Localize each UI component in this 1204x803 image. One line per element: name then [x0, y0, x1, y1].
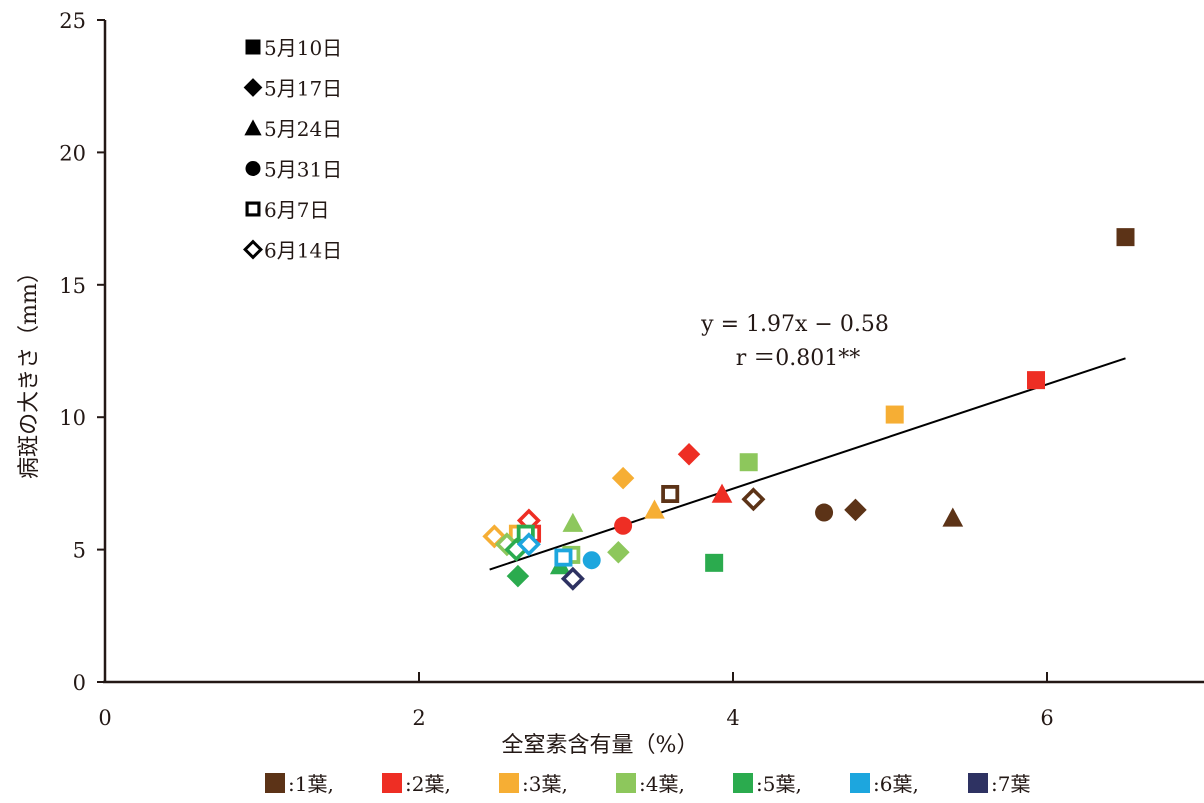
y-ticks: 0 5 10 15 20 25: [59, 9, 105, 695]
data-point-leaf1-square-open: [661, 484, 680, 503]
y-tick-label: 15: [59, 274, 86, 298]
data-point-leaf3-diamond: [611, 466, 635, 490]
y-tick-label: 25: [59, 9, 86, 33]
date-legend: 5月10日 5月17日 5月24日 5月31日 6月7日 6月14日: [243, 36, 342, 263]
legend-color-swatch: [265, 773, 285, 793]
data-point-leaf6-diamond-open: [516, 532, 541, 557]
data-point-leaf6-circle: [582, 551, 601, 570]
legend-marker-diamond: [243, 78, 263, 97]
regression-r-value: r ＝0.801**: [736, 346, 861, 371]
legend-leaf-label: :2葉,: [405, 772, 451, 796]
data-point-leaf1-diamond-open: [741, 487, 766, 512]
legend-color-swatch: [733, 773, 753, 793]
y-tick-label: 20: [59, 141, 86, 165]
x-axis-title: 全窒素含有量（%）: [502, 733, 699, 758]
data-point-leaf5-square: [705, 553, 724, 572]
y-tick-label: 10: [59, 406, 86, 430]
legend-leaf-label: :7葉: [991, 772, 1030, 796]
legend-date-label: 5月24日: [264, 117, 342, 141]
data-point-leaf4-square: [739, 453, 758, 472]
data-point-leaf1-triangle: [942, 507, 964, 527]
legend-color-swatch: [850, 773, 870, 793]
data-point-leaf1-circle: [815, 503, 834, 522]
y-axis-title: 病斑の大きさ（mm）: [17, 261, 42, 479]
x-ticks: 0 2 4 6: [98, 672, 1054, 730]
data-point-leaf3-square: [885, 405, 904, 424]
legend-leaf-label: :3葉,: [522, 772, 568, 796]
legend-marker-triangle: [244, 119, 262, 136]
data-point-leaf2-triangle: [711, 483, 733, 503]
legend-date-label: 6月7日: [264, 198, 329, 222]
data-point-leaf4-triangle: [562, 512, 584, 532]
legend-marker-square-open: [245, 201, 261, 217]
regression-line: [489, 357, 1126, 571]
data-point-leaf2-circle: [614, 516, 633, 535]
leaf-legend: :1葉, :2葉, :3葉, :4葉, :5葉, :6葉, :7葉: [265, 772, 1030, 796]
legend-color-swatch: [968, 773, 988, 793]
y-tick-label: 5: [73, 539, 86, 563]
data-point-leaf4-diamond: [607, 540, 630, 564]
legend-color-swatch: [382, 773, 402, 793]
data-point-leaf7-diamond-open: [560, 566, 585, 591]
legend-marker-circle: [245, 161, 261, 176]
legend-leaf-label: :5葉,: [756, 772, 802, 796]
legend-leaf-label: :4葉,: [639, 772, 685, 796]
x-tick-label: 6: [1040, 706, 1053, 730]
data-point-leaf6-square-open: [554, 548, 573, 567]
x-tick-label: 2: [412, 706, 425, 730]
x-tick-label: 4: [726, 706, 739, 730]
axes: [103, 20, 1204, 684]
legend-marker-square: [245, 39, 261, 55]
y-tick-label: 0: [73, 671, 86, 695]
data-point-leaf5-diamond: [506, 564, 530, 588]
legend-color-swatch: [616, 773, 636, 793]
data-point-leaf1-diamond: [844, 498, 867, 522]
data-point-leaf1-square: [1116, 228, 1135, 247]
legend-date-label: 5月31日: [264, 158, 342, 182]
legend-leaf-label: :1葉,: [288, 772, 334, 796]
data-point-leaf2-square: [1027, 371, 1046, 390]
legend-color-swatch: [499, 773, 519, 793]
data-points: [482, 228, 1135, 591]
legend-marker-diamond-open: [243, 239, 263, 260]
legend-leaf-label: :6葉,: [873, 772, 919, 796]
x-tick-label: 0: [98, 706, 111, 730]
data-point-leaf3-triangle: [644, 499, 665, 519]
regression-equation: y = 1.97x − 0.58: [700, 312, 889, 337]
data-point-leaf2-diamond: [677, 443, 701, 466]
legend-date-label: 6月14日: [264, 239, 342, 263]
legend-date-label: 5月17日: [264, 77, 342, 101]
legend-date-label: 5月10日: [264, 36, 342, 60]
